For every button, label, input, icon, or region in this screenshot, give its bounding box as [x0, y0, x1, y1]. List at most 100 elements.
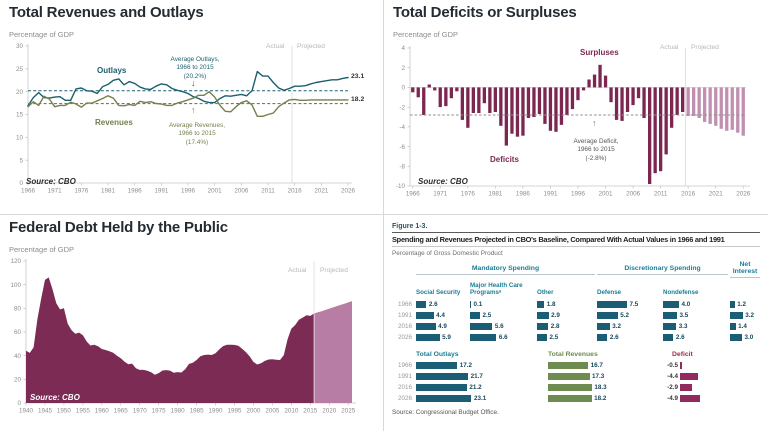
- deficit-bar: [680, 395, 700, 402]
- data-cell: 2.9: [537, 312, 595, 319]
- value-label: 17.2: [459, 361, 473, 369]
- svg-text:20: 20: [14, 377, 22, 384]
- value-bar: [548, 395, 592, 402]
- data-cell: 3.0: [730, 334, 760, 341]
- data-cell: 1.2: [730, 301, 760, 308]
- deficit-bar: [680, 384, 692, 391]
- data-cell: 3.2: [730, 312, 760, 319]
- value-bar: [548, 373, 590, 380]
- deficit-bar: [680, 373, 698, 380]
- value-label: 2.5: [482, 311, 492, 319]
- data-cell: 17.2: [416, 362, 546, 369]
- value-label: 3.2: [612, 322, 622, 330]
- value-bar: [663, 334, 674, 341]
- value-label: 21.7: [470, 372, 483, 380]
- svg-text:2001: 2001: [208, 188, 223, 195]
- svg-text:1966: 1966: [406, 191, 421, 198]
- svg-text:1940: 1940: [19, 408, 34, 415]
- value-label: 18.3: [594, 383, 607, 391]
- data-cell: 3.2: [597, 323, 661, 330]
- svg-text:1990: 1990: [209, 408, 224, 415]
- value-bar: [663, 312, 677, 319]
- value-label: 18.2: [594, 394, 607, 402]
- group-header-discretionary-spending: Discretionary Spending: [597, 265, 728, 275]
- svg-text:-6: -6: [399, 144, 405, 151]
- value-bar: [416, 301, 427, 308]
- value-bar: [470, 301, 471, 308]
- svg-text:-10: -10: [396, 183, 406, 190]
- data-cell: 1.8: [537, 301, 595, 308]
- value-label: 17.3: [592, 372, 605, 380]
- svg-text:1965: 1965: [114, 408, 129, 415]
- svg-text:-4: -4: [399, 124, 405, 131]
- data-cell: 4.9: [416, 323, 468, 330]
- value-label: 5.2: [620, 311, 630, 319]
- svg-text:25: 25: [16, 66, 24, 73]
- value-label: 3.2: [745, 311, 755, 319]
- data-cell: 1.4: [730, 323, 760, 330]
- source-note: Source: Congressional Budget Office.: [392, 408, 499, 416]
- svg-text:2026: 2026: [341, 188, 356, 195]
- svg-text:2001: 2001: [599, 191, 614, 198]
- value-label: 4.4: [436, 311, 445, 319]
- value-label: 2.6: [609, 333, 619, 341]
- deficit-value-label: -0.5: [667, 361, 678, 369]
- data-cell: 2.8: [537, 323, 595, 330]
- revenues-series-label: Revenues: [95, 118, 133, 127]
- row-year-label: 2016: [397, 383, 412, 391]
- svg-text:2026: 2026: [736, 191, 751, 198]
- axis-units-label: Percentage of GDP: [9, 245, 75, 254]
- panel-revenues-outlays: Total Revenues and Outlays Percentage of…: [0, 0, 384, 215]
- svg-text:120: 120: [10, 258, 21, 265]
- svg-text:4: 4: [401, 45, 405, 52]
- deficit-cell: -4.4: [658, 373, 760, 380]
- value-bar: [663, 301, 679, 308]
- column-header: Nondefense: [663, 289, 699, 297]
- total-outlays-header: Total Outlays: [416, 350, 459, 358]
- svg-text:20: 20: [16, 89, 24, 96]
- value-label: 16.7: [590, 361, 603, 369]
- row-year-label: 1966: [397, 361, 412, 369]
- deficit-cell: -4.9: [658, 395, 760, 402]
- data-cell: 21.2: [416, 384, 546, 391]
- value-bar: [730, 334, 742, 341]
- data-cell: 6.6: [470, 334, 535, 341]
- value-label: 7.5: [629, 300, 639, 308]
- deficit-cell: -2.9: [658, 384, 760, 391]
- arrow-up-icon: ↑: [191, 105, 196, 115]
- row-year-label: 1966: [397, 300, 412, 308]
- value-bar: [416, 384, 467, 391]
- deficit-value-label: -2.9: [667, 383, 678, 391]
- value-label: 21.2: [469, 383, 482, 391]
- value-label: 1.2: [737, 300, 747, 308]
- value-label: 4.9: [438, 322, 447, 330]
- svg-text:1945: 1945: [38, 408, 53, 415]
- svg-text:1986: 1986: [516, 191, 531, 198]
- projected-label: Projected: [691, 44, 719, 51]
- data-cell: 23.1: [416, 395, 546, 402]
- value-bar: [548, 384, 592, 391]
- column-header: Defense: [597, 289, 622, 297]
- spending-categories-table: Mandatory Spending Discretionary Spending…: [392, 261, 760, 341]
- data-cell: 18.2: [548, 395, 656, 402]
- svg-text:0: 0: [19, 180, 23, 187]
- value-label: 2.6: [675, 333, 685, 341]
- average-outlays-annotation: Average Outlays, 1966 to 2015 (20.2%): [170, 56, 220, 80]
- deficit-value-label: -4.4: [667, 372, 678, 380]
- data-cell: 5.9: [416, 334, 468, 341]
- figure-label: Figure 1-3.: [392, 223, 428, 230]
- value-bar: [663, 323, 677, 330]
- value-label: 1.4: [738, 322, 747, 330]
- data-cell: 16.7: [548, 362, 656, 369]
- arrow-up-icon: ↑: [592, 118, 597, 128]
- deficit-value-label: -4.9: [667, 394, 678, 402]
- svg-text:2005: 2005: [265, 408, 280, 415]
- group-header-mandatory-spending: Mandatory Spending: [416, 265, 595, 275]
- data-cell: 2.6: [663, 334, 728, 341]
- row-year-label: 2026: [397, 394, 412, 402]
- svg-text:80: 80: [14, 306, 22, 313]
- svg-text:1991: 1991: [543, 191, 558, 198]
- svg-text:2016: 2016: [681, 191, 696, 198]
- svg-text:1971: 1971: [48, 188, 63, 195]
